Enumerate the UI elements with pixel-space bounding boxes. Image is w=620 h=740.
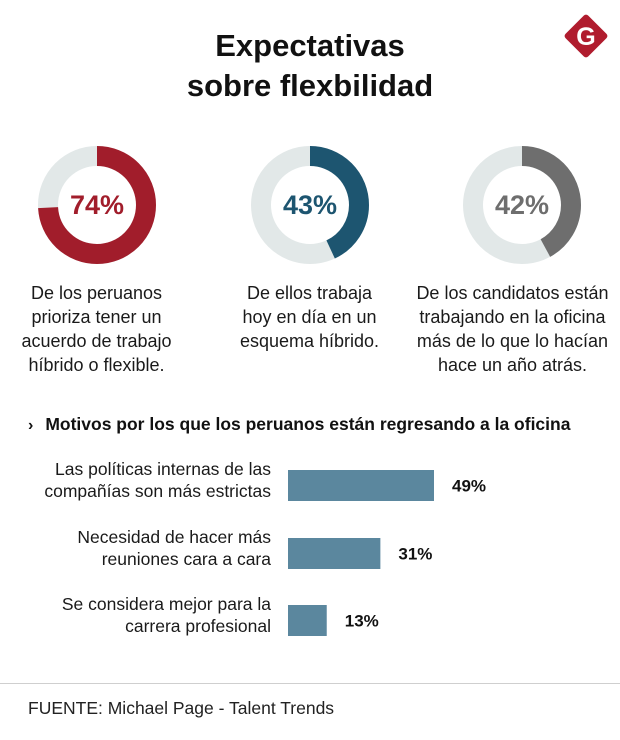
donut-chart-3: 42% xyxy=(462,145,582,265)
title-line-1: Expectativas xyxy=(215,28,405,63)
stat-description-2: De ellos trabaja hoy en día en un esquem… xyxy=(217,281,402,353)
footer-divider xyxy=(0,683,620,684)
section-title-text: Motivos por los que los peruanos están r… xyxy=(45,414,571,434)
category-label-2-line-2: reuniones cara a cara xyxy=(102,549,272,569)
chevron-right-icon: › xyxy=(28,417,34,434)
category-label-3-line-1: Se considera mejor para la xyxy=(62,594,271,614)
stat-3-line-2: trabajando en la oficina xyxy=(419,307,606,327)
donut-value-3: 42% xyxy=(495,190,549,220)
source-note: FUENTE: Michael Page - Talent Trends xyxy=(28,698,335,718)
horizontal-bar-chart: 49% Las políticas internas de lascompañía… xyxy=(44,459,486,636)
stat-2-line-3: esquema híbrido. xyxy=(239,331,380,351)
stat-1-line-1: De los peruanos xyxy=(30,283,163,303)
brand-logo: G xyxy=(564,14,608,58)
stat-1-line-2: prioriza tener un xyxy=(31,307,162,327)
donut-value-1: 74% xyxy=(70,190,124,220)
stat-3-line-1: De los candidatos están xyxy=(416,283,609,303)
page-title: Expectativas sobre flexbilidad xyxy=(0,26,620,106)
stat-1-line-4: híbrido o flexible. xyxy=(28,355,165,375)
stat-2-line-1: De ellos trabaja xyxy=(246,283,373,303)
logo-letter: G xyxy=(576,23,595,51)
donut-arc-1 xyxy=(38,146,156,264)
stat-description-3: De los candidatos están trabajando en la… xyxy=(410,281,615,377)
bar-1 xyxy=(288,470,434,501)
section-title: › Motivos por los que los peruanos están … xyxy=(28,414,570,435)
stat-3-line-3: más de lo que lo hacían xyxy=(416,331,609,351)
stat-2-line-2: hoy en día en un xyxy=(242,307,377,327)
donut-arc-3 xyxy=(463,146,581,264)
bar-value-label-3: 13% xyxy=(345,612,379,631)
category-label-1-line-2: compañías son más estrictas xyxy=(44,481,271,501)
stat-3-line-4: hace un año atrás. xyxy=(437,355,588,375)
bar-value-label-1: 49% xyxy=(452,477,486,496)
donut-value-2: 43% xyxy=(283,190,337,220)
donut-chart-1: 74% xyxy=(37,145,157,265)
stat-1-line-3: acuerdo de trabajo xyxy=(21,331,172,351)
bar-2 xyxy=(288,538,381,569)
donut-chart-2: 43% xyxy=(250,145,370,265)
category-label-3-line-2: carrera profesional xyxy=(125,616,271,636)
category-label-1-line-1: Las políticas internas de las xyxy=(55,459,271,479)
donut-arc-2 xyxy=(251,146,369,264)
category-label-2-line-1: Necesidad de hacer más xyxy=(77,527,271,547)
title-line-2: sobre flexbilidad xyxy=(186,68,434,103)
stat-description-1: De los peruanos prioriza tener un acuerd… xyxy=(4,281,189,377)
bar-value-label-2: 31% xyxy=(398,545,432,564)
bar-3 xyxy=(288,605,327,636)
